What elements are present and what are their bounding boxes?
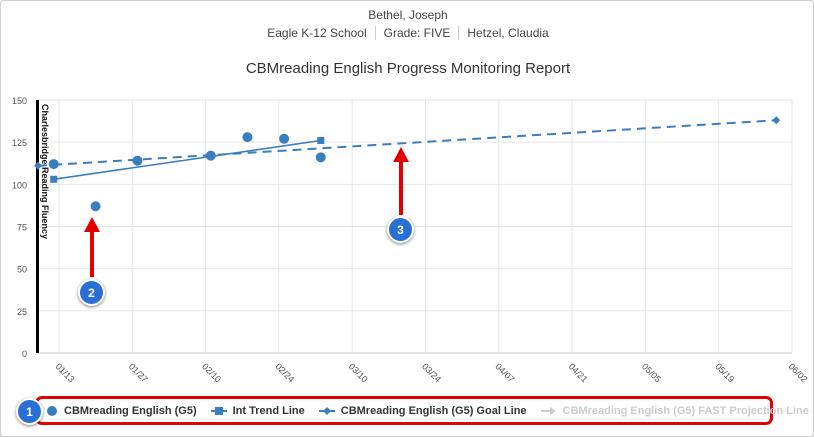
legend-label: Int Trend Line [232, 404, 305, 417]
score-point [132, 155, 143, 166]
circle-marker-icon [46, 405, 58, 417]
legend-item-projection[interactable]: CBMreading English (G5) FAST Projection … [540, 404, 809, 417]
square-marker-icon [210, 406, 227, 416]
legend-item-scores[interactable]: CBMreading English (G5) [46, 405, 197, 417]
chart-legend: CBMreading English (G5) Int Trend Line C… [35, 396, 809, 425]
annotation-badge-3: 3 [387, 216, 414, 243]
legend-item-goal[interactable]: CBMreading English (G5) Goal Line [318, 404, 527, 417]
grade-label: Grade: FIVE [383, 26, 451, 40]
x-tick-label: 01/13 [54, 361, 77, 384]
y-tick-label: 150 [12, 96, 27, 106]
annotation-arrow-3-head [393, 147, 409, 162]
x-tick-label: 03/24 [420, 361, 443, 384]
y-tick-label: 50 [17, 265, 27, 275]
x-tick-label: 06/02 [787, 361, 810, 384]
goal-marker [772, 116, 781, 125]
x-tick-label: 02/10 [200, 361, 223, 384]
trend-marker [317, 136, 325, 144]
chart-title: CBMreading English Progress Monitoring R… [245, 60, 571, 77]
y-tick-label: 25 [17, 307, 27, 317]
separator [458, 26, 460, 40]
student-name: Bethel, Joseph [368, 8, 448, 22]
y-tick-label: 100 [12, 180, 27, 190]
separator [374, 26, 376, 40]
x-tick-label: 04/21 [567, 361, 590, 384]
student-info: Eagle K-12 School Grade: FIVE Hetzel, Cl… [1, 26, 813, 40]
x-tick-label: 05/05 [640, 361, 663, 384]
x-tick-label: 01/27 [127, 361, 150, 384]
annotation-badge-1: 1 [16, 398, 43, 425]
score-point [279, 133, 290, 144]
legend-label: CBMreading English (G5) [64, 404, 197, 417]
y-tick-label: 75 [17, 223, 27, 233]
score-point [48, 159, 59, 170]
y-tick-label: 125 [12, 138, 27, 148]
goal-marker [34, 161, 42, 170]
x-tick-label: 03/10 [347, 361, 370, 384]
legend-label: CBMreading English (G5) Goal Line [340, 404, 527, 417]
teacher-name: Hetzel, Claudia [467, 26, 549, 40]
x-tick-label: 04/07 [493, 361, 516, 384]
goal-line [37, 119, 777, 167]
x-tick-label: 05/19 [713, 361, 736, 384]
score-point [242, 132, 253, 143]
y-tick-label: 0 [22, 349, 27, 359]
diamond-marker-icon [318, 406, 335, 416]
annotation-badge-2: 2 [78, 279, 105, 306]
x-tick-label: 02/24 [273, 361, 296, 384]
arrow-marker-icon [540, 406, 557, 416]
score-point [90, 201, 101, 212]
school-name: Eagle K-12 School [267, 26, 367, 40]
y-axis-bar [36, 100, 39, 353]
score-point [205, 150, 216, 161]
legend-label: CBMreading English (G5) FAST Projection … [562, 404, 809, 417]
trend-marker [50, 175, 58, 183]
annotation-arrow-2-head [84, 217, 100, 232]
y-axis-label: Charlesbridge Reading Fluency [40, 104, 50, 239]
legend-item-trend[interactable]: Int Trend Line [210, 404, 305, 417]
trend-line [53, 139, 321, 181]
score-point [315, 152, 326, 163]
